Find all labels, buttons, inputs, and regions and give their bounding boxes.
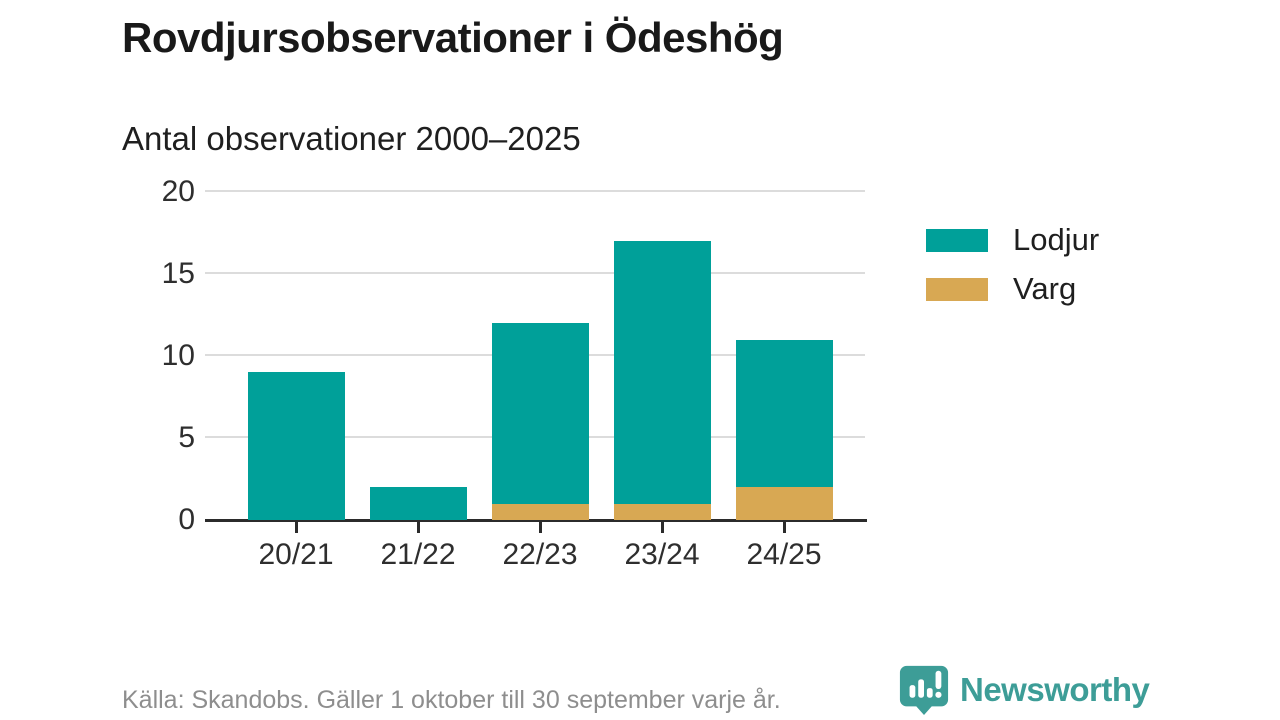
gridline-20: [205, 190, 865, 192]
newsworthy-logo[interactable]: Newsworthy: [898, 664, 1150, 716]
x-tick-label-21-22: 21/22: [380, 538, 456, 571]
source-note: Källa: Skandobs. Gäller 1 oktober till 3…: [122, 686, 781, 714]
chart-subtitle: Antal observationer 2000–2025: [122, 120, 581, 157]
gridline-15: [205, 272, 865, 274]
bar-segment-varg-23-24: [613, 503, 711, 520]
y-tick-label-15: 15: [161, 257, 195, 290]
bar-segment-lodjur-24-25: [735, 339, 833, 488]
x-tick-label-23-24: 23/24: [624, 538, 700, 571]
legend-label-varg: Varg: [1013, 271, 1077, 306]
bar-segment-varg-22-23: [491, 503, 589, 520]
bar-segment-lodjur-22-23: [491, 323, 589, 504]
x-tick-label-20-21: 20/21: [258, 538, 334, 571]
newsworthy-wordmark: Newsworthy: [960, 671, 1150, 708]
legend-swatch-varg: [926, 277, 988, 301]
newsworthy-speech-bubble-chart-icon: [899, 665, 949, 716]
x-axis-line: [205, 519, 867, 522]
legend-swatch-lodjur: [926, 228, 988, 252]
x-axis-tick-23-24: [660, 522, 664, 533]
x-axis-tick-22-23: [538, 522, 542, 533]
bar-segment-lodjur-21-22: [369, 487, 467, 520]
y-axis: 0 5 10 15 20: [100, 175, 195, 536]
y-tick-label-0: 0: [178, 503, 195, 536]
y-tick-label-10: 10: [161, 339, 195, 372]
x-tick-label-24-25: 24/25: [746, 538, 822, 571]
legend-item-lodjur: Lodjur: [926, 222, 1099, 258]
legend-item-varg: Varg: [926, 271, 1099, 307]
bar-segment-lodjur-20-21: [247, 372, 345, 520]
chart-title: Rovdjursobservationer i Ödeshög: [122, 14, 784, 61]
plot-area: [205, 190, 867, 533]
y-tick-label-5: 5: [178, 421, 195, 454]
legend-label-lodjur: Lodjur: [1013, 222, 1100, 257]
bar-segment-lodjur-23-24: [613, 241, 711, 504]
legend: Lodjur Varg: [926, 222, 1099, 307]
bar-segment-varg-24-25: [735, 487, 833, 520]
x-axis-tick-20-21: [294, 522, 298, 533]
x-axis-tick-21-22: [416, 522, 420, 533]
x-axis-tick-24-25: [782, 522, 786, 533]
y-tick-label-20: 20: [161, 175, 195, 208]
x-tick-label-22-23: 22/23: [502, 538, 578, 571]
